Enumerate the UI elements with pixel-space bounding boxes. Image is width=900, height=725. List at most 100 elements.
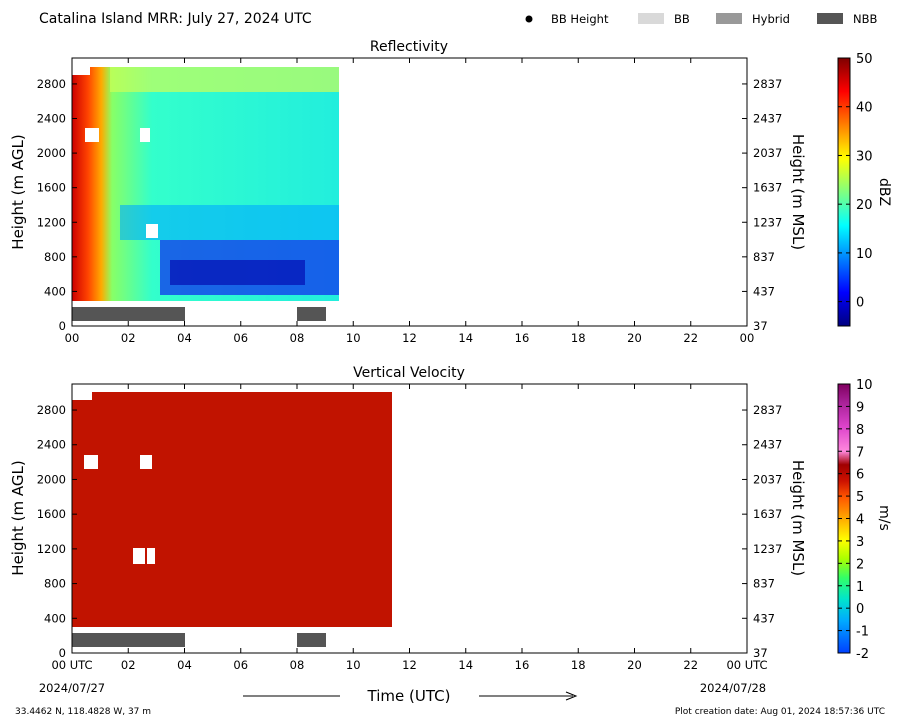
reflectivity-colorbar: 50 40 30 20 10 0 dBZ (837, 52, 892, 327)
x-tick-label: 00 (65, 331, 80, 345)
velocity-nbb-bar-2 (297, 633, 326, 647)
colorbar-tick-label: 8 (856, 423, 864, 438)
figure-title: Catalina Island MRR: July 27, 2024 UTC (39, 11, 312, 27)
colorbar-tick-label: 0 (856, 296, 864, 311)
x-tick-label: 22 (683, 658, 698, 672)
y-tick-label: 800 (44, 577, 66, 591)
velocity-gap-5 (72, 392, 92, 400)
y-tick-label: 2400 (37, 438, 66, 452)
x-tick-label: 08 (290, 331, 305, 345)
x-tick-label: 12 (402, 331, 417, 345)
colorbar-tick-label: 0 (856, 602, 864, 617)
x-tick-label: 16 (515, 658, 530, 672)
reflectivity-title: Reflectivity (370, 39, 448, 55)
y-tick-label-right: 1237 (753, 542, 782, 556)
colorbar-tick-label: 4 (856, 513, 864, 528)
y-tick-label-right: 1637 (753, 181, 782, 195)
y-tick-label-right: 837 (753, 250, 775, 264)
y-tick-label: 0 (59, 646, 66, 660)
reflectivity-y-ticks: 0 37 400 437 800 837 1200 1237 1600 1637 2000 2037 2… (37, 77, 783, 333)
y-tick-label: 1600 (37, 507, 66, 521)
velocity-ylabel: Height (m AGL) (9, 460, 27, 575)
end-date: 2024/07/28 (700, 681, 766, 695)
y-tick-label-right: 2437 (753, 438, 782, 452)
reflectivity-nbb-bar-1 (72, 307, 185, 321)
x-tick-label: 00 (740, 331, 755, 345)
x-tick-label: 14 (458, 331, 473, 345)
y-tick-label: 800 (44, 250, 66, 264)
reflectivity-gap-1 (85, 128, 99, 142)
plot-creation-date: Plot creation date: Aug 01, 2024 18:57:3… (675, 707, 885, 717)
velocity-gap-1 (84, 455, 98, 469)
x-tick-label: 04 (177, 331, 192, 345)
reflectivity-colorbar-label: dBZ (876, 178, 892, 206)
velocity-nbb-bars (72, 633, 326, 647)
colorbar-tick-label: 2 (856, 557, 864, 572)
y-tick-label-right: 1637 (753, 507, 782, 521)
y-tick-label-right: 837 (753, 577, 775, 591)
x-tick-label: 22 (683, 331, 698, 345)
y-tick-label-right: 2037 (753, 472, 782, 486)
y-tick-label: 1200 (37, 215, 66, 229)
y-tick-label-right: 2037 (753, 146, 782, 160)
colorbar-tick-label: 50 (856, 52, 873, 67)
time-arrow-head (565, 691, 578, 701)
hybrid-legend-swatch (716, 13, 742, 24)
x-tick-label: 06 (233, 331, 248, 345)
y-tick-label-right: 2437 (753, 112, 782, 126)
y-tick-label-right: 1237 (753, 215, 782, 229)
y-tick-label: 1600 (37, 181, 66, 195)
x-tick-label: 00 UTC (51, 658, 92, 672)
y-tick-label: 2800 (37, 77, 66, 91)
start-date: 2024/07/27 (39, 681, 105, 695)
x-tick-label: 16 (515, 331, 530, 345)
time-axis-label: Time (UTC) (367, 687, 451, 705)
colorbar-tick-label: 20 (856, 198, 873, 213)
x-tick-label: 08 (290, 658, 305, 672)
time-axis-label-group: Time (UTC) (243, 687, 578, 705)
y-tick-label-right: 2837 (753, 403, 782, 417)
bb-legend-label: BB (674, 12, 690, 26)
nbb-legend-label: NBB (853, 12, 877, 26)
y-tick-label-right: 437 (753, 611, 775, 625)
colorbar-tick-label: 5 (856, 490, 864, 505)
velocity-gap-2 (140, 455, 152, 469)
reflectivity-ylabel-right: Height (m MSL) (789, 134, 807, 250)
colorbar-tick-label: 1 (856, 580, 864, 595)
velocity-heatmap (72, 392, 392, 627)
y-tick-label: 2400 (37, 112, 66, 126)
x-tick-label: 06 (233, 658, 248, 672)
bb-height-legend-label: BB Height (551, 12, 609, 26)
x-tick-label: 14 (458, 658, 473, 672)
colorbar-tick-label: 6 (856, 468, 864, 483)
velocity-colorbar-label: m/s (876, 505, 892, 531)
colorbar-tick-label: 10 (856, 247, 873, 262)
header-legend: BB Height BB Hybrid NBB (525, 12, 877, 26)
colorbar-tick-label: 40 (856, 101, 873, 116)
reflectivity-gap-4 (72, 67, 90, 75)
reflectivity-nbb-bars (72, 307, 326, 321)
x-tick-label: 20 (627, 331, 642, 345)
y-tick-label: 400 (44, 611, 66, 625)
x-tick-label: 00 UTC (726, 658, 767, 672)
colorbar-tick-label: 3 (856, 535, 864, 550)
y-tick-label: 0 (59, 319, 66, 333)
x-tick-label: 20 (627, 658, 642, 672)
velocity-ylabel-right: Height (m MSL) (789, 460, 807, 576)
velocity-x-ticks: 00 UTC 02 04 06 08 10 12 14 16 18 20 22 00 UTC (51, 384, 768, 672)
y-tick-label-right: 2837 (753, 77, 782, 91)
reflectivity-top-band (110, 67, 339, 92)
y-tick-label: 2000 (37, 472, 66, 486)
reflectivity-gap-3 (146, 224, 158, 238)
reflectivity-x-ticks: 00 02 04 06 08 10 12 14 16 18 20 22 00 (65, 58, 755, 345)
station-location: 33.4462 N, 118.4828 W, 37 m (15, 707, 151, 717)
velocity-title: Vertical Velocity (353, 365, 465, 381)
y-tick-label: 400 (44, 284, 66, 298)
bb-height-legend-marker (525, 15, 533, 23)
colorbar-tick-label: 30 (856, 149, 873, 164)
velocity-gap-4 (147, 548, 155, 564)
x-tick-label: 04 (177, 658, 192, 672)
x-tick-label: 10 (346, 331, 361, 345)
